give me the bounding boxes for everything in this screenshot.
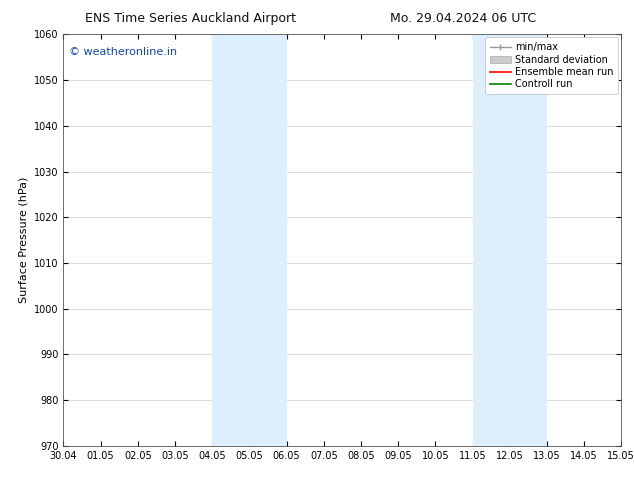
- Text: Mo. 29.04.2024 06 UTC: Mo. 29.04.2024 06 UTC: [390, 12, 536, 25]
- Text: © weatheronline.in: © weatheronline.in: [69, 47, 177, 57]
- Legend: min/max, Standard deviation, Ensemble mean run, Controll run: min/max, Standard deviation, Ensemble me…: [485, 37, 618, 94]
- Bar: [212, 34, 287, 446]
- Bar: [472, 34, 547, 446]
- Y-axis label: Surface Pressure (hPa): Surface Pressure (hPa): [18, 177, 29, 303]
- Text: ENS Time Series Auckland Airport: ENS Time Series Auckland Airport: [85, 12, 295, 25]
